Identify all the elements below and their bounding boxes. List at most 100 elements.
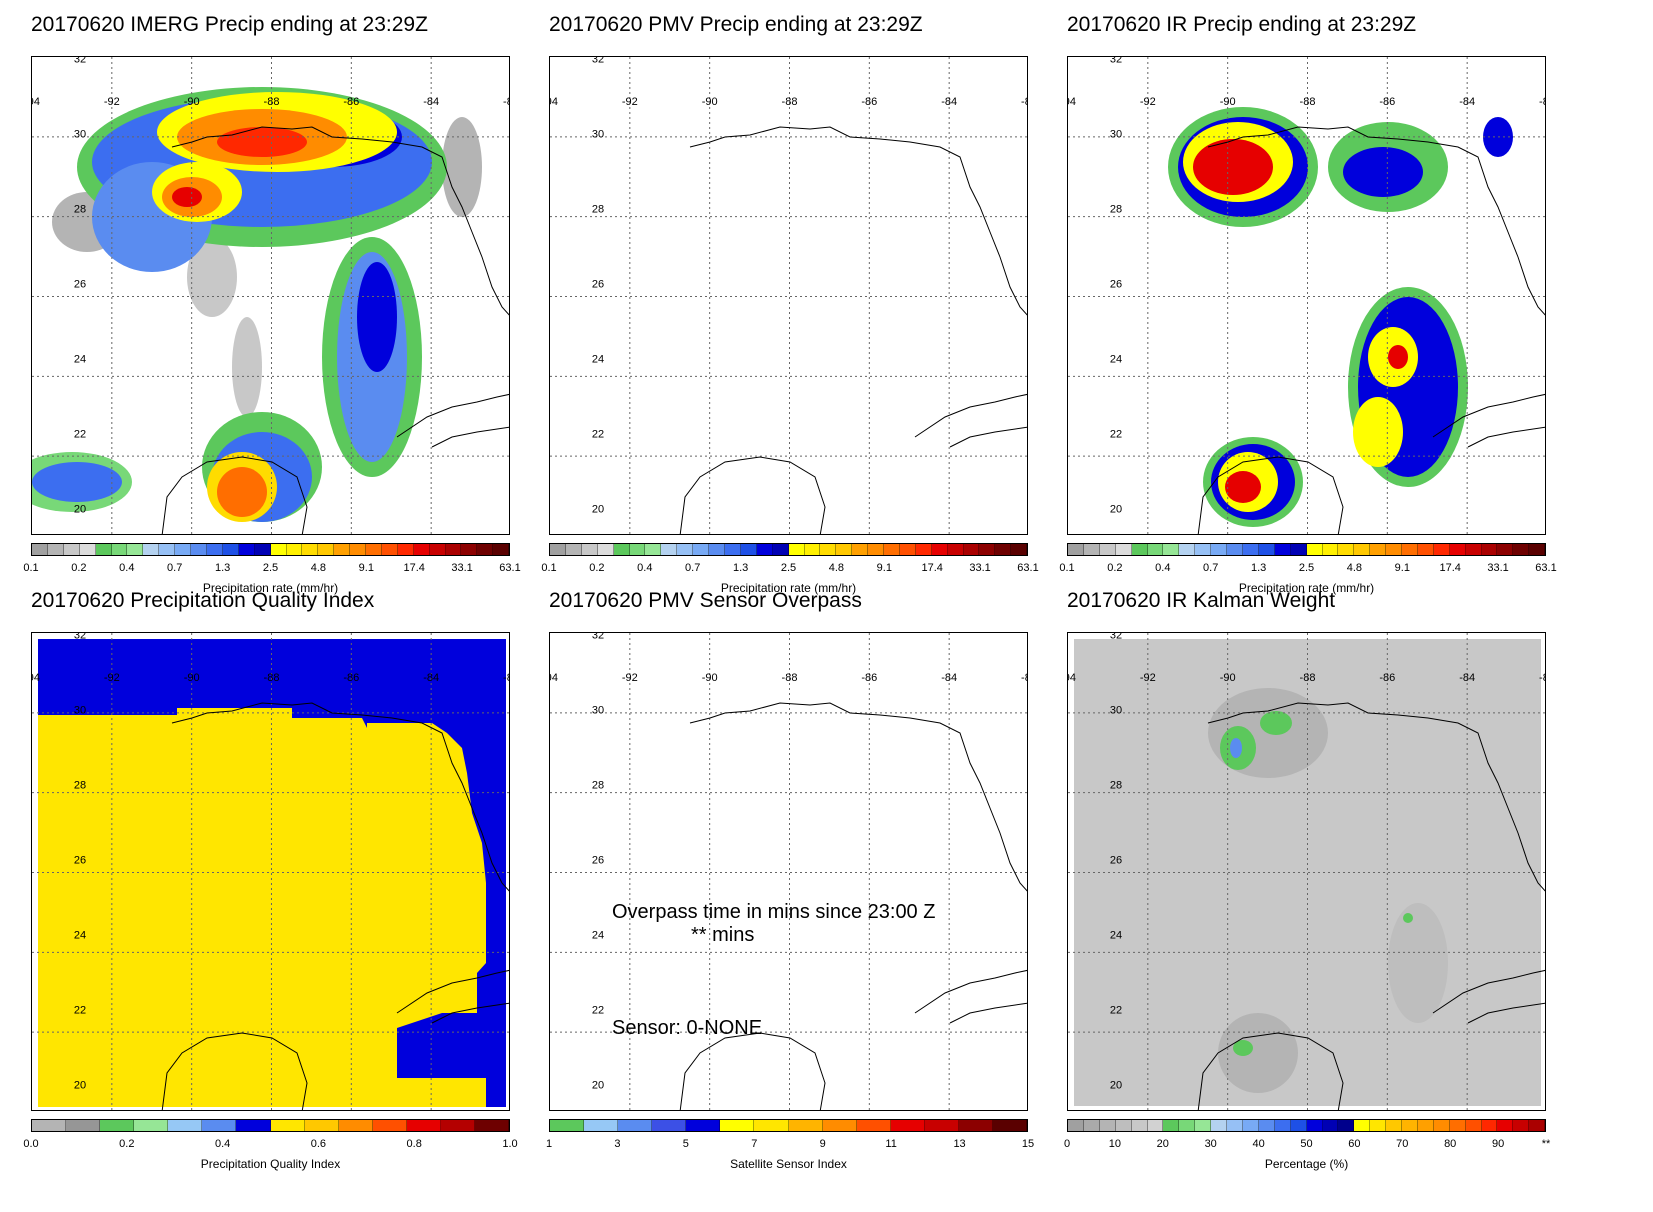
colorbar-swatch — [597, 544, 614, 555]
colorbar-swatch — [1449, 544, 1466, 555]
colorbar-swatch — [993, 1120, 1028, 1131]
colorbar-tick: 0.4 — [1155, 562, 1171, 574]
lat-label: 24 — [1109, 353, 1123, 366]
lat-label: 28 — [73, 779, 87, 792]
colorbar-swatch — [1322, 544, 1339, 555]
colorbar-swatch — [1227, 1120, 1243, 1131]
colorbar-swatch — [1481, 1120, 1498, 1131]
panel-title: 20170620 IR Precip ending at 23:29Z — [1067, 13, 1417, 36]
colorbar-swatch — [127, 544, 144, 555]
coastline — [1467, 426, 1545, 448]
coastline — [171, 702, 509, 892]
colorbar-swatch — [134, 1120, 169, 1131]
lat-label: 20 — [591, 1079, 605, 1092]
coastline — [1467, 1002, 1545, 1024]
colorbar-tick: 0.1 — [1059, 562, 1075, 574]
colorbar-swatch — [440, 1120, 476, 1131]
lat-label: 26 — [591, 278, 605, 291]
lat-label: 28 — [591, 779, 605, 792]
colorbar-swatch — [1386, 544, 1403, 555]
lat-label: 30 — [1109, 704, 1123, 717]
colorbar-swatch — [1011, 544, 1028, 555]
colorbar-tick: 63.1 — [499, 562, 521, 574]
colorbar-tick: 30 — [1204, 1138, 1217, 1150]
map-pmv: -94 -92 -90 -88 -86 -84 -82 32 30 28 26 24 22 20 — [549, 56, 1028, 535]
colorbar-tick: 15 — [1021, 1138, 1035, 1150]
lon-label: -88 — [263, 672, 280, 684]
colorbar-swatch — [429, 544, 446, 555]
lat-label: 30 — [1109, 128, 1123, 141]
lon-label: -82 — [1021, 96, 1027, 108]
colorbar-swatch — [613, 544, 630, 555]
colorbar-swatch — [1497, 544, 1514, 555]
lat-label: 20 — [1109, 503, 1123, 516]
colorbar-label: Precipitation rate (mm/hr) — [202, 581, 339, 595]
colorbar-swatch — [754, 1120, 789, 1131]
colorbar-swatch — [958, 1120, 994, 1131]
colorbar-swatch — [1147, 1120, 1164, 1131]
colorbar-swatch — [1163, 544, 1180, 555]
colorbar-swatch — [304, 1120, 339, 1131]
colorbar-swatch — [397, 544, 414, 555]
mins-text: ** mins — [691, 924, 755, 946]
colorbar-swatch — [1211, 544, 1228, 555]
colorbar-swatch — [493, 544, 510, 555]
coastline — [689, 702, 1027, 892]
precip-red — [172, 127, 307, 207]
lon-label: -82 — [1021, 672, 1027, 684]
lon-label: -94 — [1068, 672, 1076, 684]
map-kalman: -94 -92 -90 -88 -86 -84 -82 32 30 28 26 24 22 20 — [1067, 632, 1546, 1111]
coastline — [1432, 393, 1545, 438]
colorbar-swatch — [1370, 1120, 1387, 1131]
colorbar-swatch — [338, 1120, 373, 1131]
colorbar-swatch — [1322, 1120, 1339, 1131]
colorbar-swatch — [618, 1120, 653, 1131]
colorbar-swatch — [1227, 544, 1243, 555]
colorbar — [31, 543, 510, 556]
lat-label: 22 — [73, 1004, 87, 1017]
lon-label: -90 — [1219, 672, 1236, 684]
colorbar-swatch — [1481, 544, 1498, 555]
colorbar-swatch — [565, 544, 582, 555]
colorbar-tick: 33.1 — [1487, 562, 1509, 574]
panel-quality: 20170620 Precipitation Quality Index -94… — [23, 589, 541, 1189]
colorbar-swatch — [836, 544, 853, 555]
colorbar-tick: 0 — [1063, 1138, 1071, 1150]
coastline — [161, 456, 308, 534]
colorbar-swatch — [772, 544, 789, 555]
lon-label: -82 — [1539, 672, 1545, 684]
colorbar-swatch — [206, 544, 223, 555]
colorbar-swatch — [868, 544, 885, 555]
colorbar-swatch — [406, 1120, 441, 1131]
colorbar-swatch — [1386, 1120, 1403, 1131]
colorbar-swatch — [254, 544, 271, 555]
colorbar-tick: 70 — [1396, 1138, 1409, 1150]
map-quality: -94 -92 -90 -88 -86 -84 -82 32 30 28 26 24 22 20 — [31, 632, 510, 1111]
colorbar — [549, 543, 1028, 556]
colorbar-tick: 17.4 — [1439, 562, 1461, 574]
colorbar-swatch — [95, 544, 112, 555]
colorbar-swatch — [63, 544, 80, 555]
lat-label: 26 — [73, 278, 87, 291]
lon-label: -88 — [1299, 96, 1316, 108]
lon-label: -84 — [1459, 672, 1476, 684]
precip-field — [1168, 107, 1513, 527]
colorbar-swatch — [1258, 1120, 1275, 1131]
lat-label: 24 — [1109, 929, 1123, 942]
colorbar-label: Satellite Sensor Index — [730, 1157, 847, 1171]
colorbar-tick: 9.1 — [1394, 562, 1410, 574]
colorbar-swatch — [413, 544, 430, 555]
coastline — [679, 1032, 826, 1110]
colorbar-swatch — [1465, 1120, 1482, 1131]
coastline — [949, 426, 1027, 448]
map-overlay — [1068, 633, 1545, 1110]
map-overlay — [32, 57, 509, 534]
lon-label: -88 — [1299, 672, 1316, 684]
panel-ir: 20170620 IR Precip ending at 23:29Z — [1059, 13, 1577, 613]
lat-label: 24 — [591, 353, 605, 366]
colorbar-swatch — [652, 1120, 687, 1131]
colorbar-swatch — [995, 544, 1012, 555]
colorbar-swatch — [1179, 1120, 1196, 1131]
colorbar-swatch — [1354, 1120, 1371, 1131]
colorbar-swatch — [924, 1120, 959, 1131]
